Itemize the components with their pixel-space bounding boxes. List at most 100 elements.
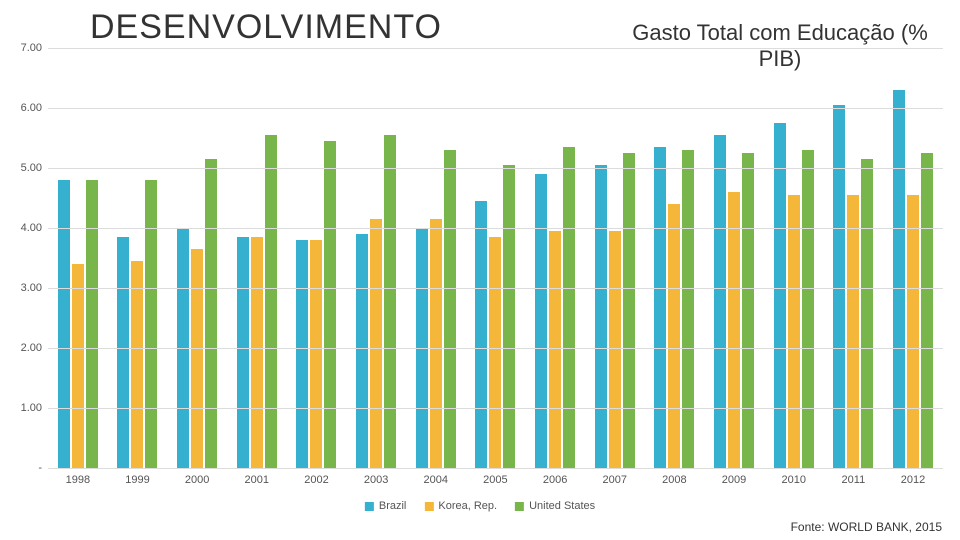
bar (86, 180, 98, 468)
y-axis-label: - (8, 462, 42, 474)
bar (623, 153, 635, 468)
bar (742, 153, 754, 468)
x-axis-label: 2001 (245, 474, 269, 486)
chart-source: Fonte: WORLD BANK, 2015 (791, 520, 942, 534)
year-group: 2005 (475, 48, 515, 468)
grid-line (48, 168, 943, 169)
year-group: 2008 (654, 48, 694, 468)
bar (535, 174, 547, 468)
bar (668, 204, 680, 468)
x-axis-label: 2007 (602, 474, 626, 486)
bar (296, 240, 308, 468)
y-axis-label: 5.00 (8, 162, 42, 174)
bar (654, 147, 666, 468)
legend-swatch-icon (365, 502, 374, 511)
x-axis-label: 2011 (842, 474, 866, 486)
bar (489, 237, 501, 468)
bar (802, 150, 814, 468)
bar (847, 195, 859, 468)
bar (503, 165, 515, 468)
legend-label: Korea, Rep. (438, 500, 497, 512)
bar (444, 150, 456, 468)
y-axis-label: 6.00 (8, 102, 42, 114)
bar (205, 159, 217, 468)
bar (265, 135, 277, 468)
grid-line (48, 288, 943, 289)
bar (310, 240, 322, 468)
legend-swatch-icon (424, 502, 433, 511)
bar (774, 123, 786, 468)
y-axis-label: 7.00 (8, 42, 42, 54)
bar (145, 180, 157, 468)
bar (356, 234, 368, 468)
grid-line (48, 228, 943, 229)
bar (475, 201, 487, 468)
bar (833, 105, 845, 468)
year-group: 1998 (58, 48, 98, 468)
grid-line (48, 48, 943, 49)
year-group: 1999 (117, 48, 157, 468)
y-axis-label: 3.00 (8, 282, 42, 294)
x-axis-label: 2009 (722, 474, 746, 486)
chart-legend: Brazil Korea, Rep. United States (365, 500, 595, 512)
bar (682, 150, 694, 468)
bar (563, 147, 575, 468)
bar (595, 165, 607, 468)
year-group: 2002 (296, 48, 336, 468)
x-axis-label: 2002 (304, 474, 328, 486)
bars-region: 1998 1999 2000 2001 2002 2003 2004 2005 2006 2007… (48, 48, 943, 468)
bar (58, 180, 70, 468)
bar (117, 237, 129, 468)
year-group: 2009 (714, 48, 754, 468)
x-axis-label: 2005 (483, 474, 507, 486)
bar (430, 219, 442, 468)
legend-label: Brazil (379, 500, 407, 512)
bar (714, 135, 726, 468)
bar (907, 195, 919, 468)
x-axis-label: 2003 (364, 474, 388, 486)
legend-item: United States (515, 500, 595, 512)
year-group: 2012 (893, 48, 933, 468)
year-group: 2010 (774, 48, 814, 468)
bar (788, 195, 800, 468)
bar (370, 219, 382, 468)
grid-line (48, 348, 943, 349)
bar (324, 141, 336, 468)
bar (609, 231, 621, 468)
y-axis-label: 1.00 (8, 402, 42, 414)
x-axis-label: 2008 (662, 474, 686, 486)
bar (191, 249, 203, 468)
x-axis-label: 1999 (125, 474, 149, 486)
y-axis-label: 4.00 (8, 222, 42, 234)
year-group: 2004 (416, 48, 456, 468)
x-axis-label: 2000 (185, 474, 209, 486)
year-group: 2007 (595, 48, 635, 468)
legend-label: United States (529, 500, 595, 512)
year-group: 2003 (356, 48, 396, 468)
bar (549, 231, 561, 468)
x-axis-label: 2010 (781, 474, 805, 486)
year-group: 2011 (833, 48, 873, 468)
legend-item: Brazil (365, 500, 407, 512)
bar (251, 237, 263, 468)
bar (384, 135, 396, 468)
bar (921, 153, 933, 468)
year-group: 2000 (177, 48, 217, 468)
bar (72, 264, 84, 468)
year-group: 2001 (237, 48, 277, 468)
bar (893, 90, 905, 468)
x-axis-label: 2012 (901, 474, 925, 486)
chart-title-main: DESENVOLVIMENTO (90, 8, 442, 47)
legend-swatch-icon (515, 502, 524, 511)
year-group: 2006 (535, 48, 575, 468)
grid-line (48, 468, 943, 469)
x-axis-label: 2004 (424, 474, 448, 486)
x-axis-label: 2006 (543, 474, 567, 486)
legend-item: Korea, Rep. (424, 500, 497, 512)
bar (237, 237, 249, 468)
bar (131, 261, 143, 468)
bar (728, 192, 740, 468)
grid-line (48, 408, 943, 409)
bar (861, 159, 873, 468)
y-axis-label: 2.00 (8, 342, 42, 354)
